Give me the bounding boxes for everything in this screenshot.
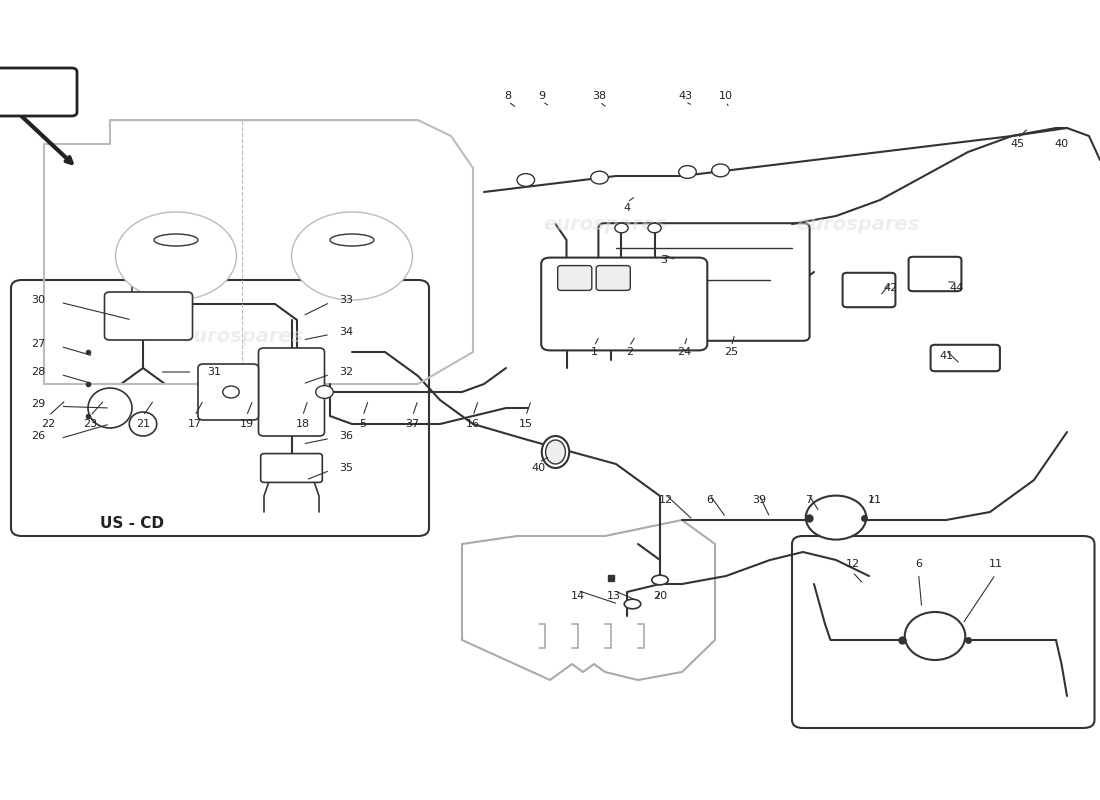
Circle shape xyxy=(615,223,628,233)
FancyBboxPatch shape xyxy=(0,68,77,116)
Ellipse shape xyxy=(330,234,374,246)
Ellipse shape xyxy=(222,386,240,398)
FancyBboxPatch shape xyxy=(541,258,707,350)
Text: 36: 36 xyxy=(340,431,353,441)
Text: 18: 18 xyxy=(296,419,309,429)
Text: 43: 43 xyxy=(679,91,692,101)
Text: 8: 8 xyxy=(505,91,512,101)
FancyBboxPatch shape xyxy=(931,345,1000,371)
Text: 2: 2 xyxy=(626,347,632,357)
Text: 11: 11 xyxy=(868,495,881,505)
Text: 20: 20 xyxy=(653,591,667,601)
Ellipse shape xyxy=(651,575,669,585)
Text: 42: 42 xyxy=(884,283,898,293)
Text: eurospares: eurospares xyxy=(796,214,920,234)
Text: 13: 13 xyxy=(607,591,620,601)
Circle shape xyxy=(712,164,729,177)
Text: 1: 1 xyxy=(591,347,597,357)
Text: 41: 41 xyxy=(939,351,953,361)
FancyBboxPatch shape xyxy=(598,223,810,341)
Text: 27: 27 xyxy=(32,339,45,349)
Text: 40: 40 xyxy=(1055,139,1068,149)
Circle shape xyxy=(116,212,236,300)
Text: 44: 44 xyxy=(950,283,964,293)
FancyBboxPatch shape xyxy=(909,257,961,291)
Text: 10: 10 xyxy=(719,91,733,101)
Text: US - CD: US - CD xyxy=(100,517,164,531)
Text: 11: 11 xyxy=(989,559,1002,569)
Text: 40: 40 xyxy=(532,463,546,473)
Ellipse shape xyxy=(541,436,570,468)
Text: 25: 25 xyxy=(725,347,738,357)
Text: 39: 39 xyxy=(752,495,766,505)
FancyBboxPatch shape xyxy=(843,273,895,307)
Text: 33: 33 xyxy=(340,295,353,305)
Circle shape xyxy=(316,386,333,398)
Text: eurospares: eurospares xyxy=(180,326,304,346)
Ellipse shape xyxy=(625,599,640,609)
Text: 12: 12 xyxy=(659,495,672,505)
Ellipse shape xyxy=(805,495,867,540)
Text: 32: 32 xyxy=(340,367,353,377)
Text: 5: 5 xyxy=(360,419,366,429)
Text: 28: 28 xyxy=(32,367,45,377)
Text: 31: 31 xyxy=(208,367,221,377)
FancyBboxPatch shape xyxy=(792,536,1094,728)
Text: 6: 6 xyxy=(706,495,713,505)
Circle shape xyxy=(648,223,661,233)
Text: eurospares: eurospares xyxy=(543,214,667,234)
Text: 16: 16 xyxy=(466,419,480,429)
Text: 38: 38 xyxy=(593,91,606,101)
Text: 3: 3 xyxy=(660,255,667,265)
Text: 37: 37 xyxy=(406,419,419,429)
Ellipse shape xyxy=(88,388,132,428)
Ellipse shape xyxy=(546,440,565,464)
Text: 15: 15 xyxy=(519,419,532,429)
Text: 22: 22 xyxy=(42,419,55,429)
Text: 6: 6 xyxy=(915,559,922,569)
Text: 29: 29 xyxy=(32,399,45,409)
Text: 34: 34 xyxy=(340,327,353,337)
Circle shape xyxy=(517,174,535,186)
FancyBboxPatch shape xyxy=(11,280,429,536)
Text: 7: 7 xyxy=(805,495,812,505)
FancyBboxPatch shape xyxy=(198,364,258,420)
Circle shape xyxy=(679,166,696,178)
Text: 12: 12 xyxy=(846,559,859,569)
Text: 24: 24 xyxy=(678,347,691,357)
Ellipse shape xyxy=(904,612,966,660)
Text: 30: 30 xyxy=(32,295,45,305)
Text: 45: 45 xyxy=(1011,139,1024,149)
Text: 19: 19 xyxy=(240,419,253,429)
Text: 17: 17 xyxy=(188,419,201,429)
FancyBboxPatch shape xyxy=(104,292,192,340)
FancyBboxPatch shape xyxy=(258,348,324,436)
Text: 26: 26 xyxy=(32,431,45,441)
Text: 4: 4 xyxy=(624,203,630,213)
Text: 21: 21 xyxy=(136,419,150,429)
FancyBboxPatch shape xyxy=(558,266,592,290)
Ellipse shape xyxy=(130,412,156,436)
Circle shape xyxy=(292,212,412,300)
Text: 9: 9 xyxy=(539,91,546,101)
FancyBboxPatch shape xyxy=(261,454,322,482)
Ellipse shape xyxy=(154,234,198,246)
Text: eurospares: eurospares xyxy=(543,326,667,346)
Text: 14: 14 xyxy=(571,591,584,601)
Text: 35: 35 xyxy=(340,463,353,473)
Text: 23: 23 xyxy=(84,419,97,429)
Circle shape xyxy=(591,171,608,184)
FancyBboxPatch shape xyxy=(596,266,630,290)
